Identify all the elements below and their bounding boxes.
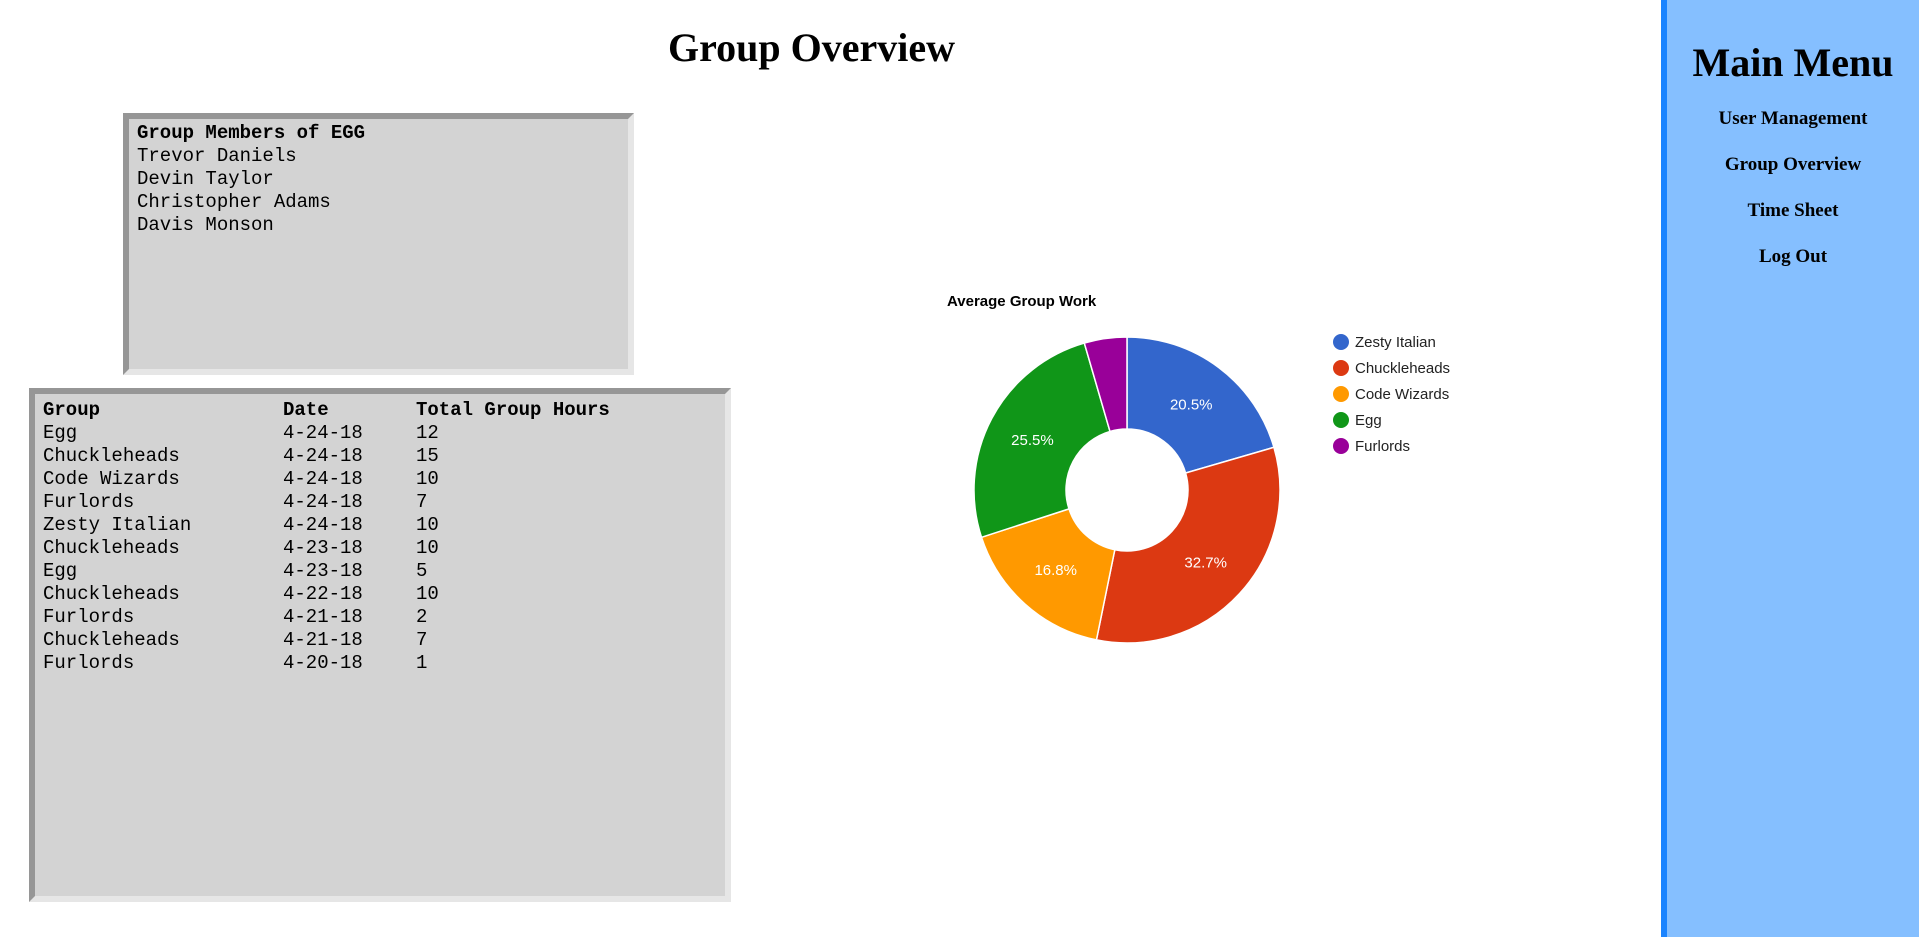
cell-group: Zesty Italian [43,514,192,536]
cell-group: Chuckleheads [43,445,180,467]
group-hours-table: Group Date Total Group Hours Egg 4-24-18 1… [43,399,610,675]
member-name: Davis Monson [137,214,274,236]
legend-label: Chuckleheads [1355,360,1450,377]
cell-hours: 12 [416,422,439,444]
cell-group: Egg [43,560,78,582]
legend-label: Egg [1355,412,1382,429]
pie-slice-code-wizards [980,507,1116,641]
cell-date: 4-24-18 [283,422,363,444]
table-row: Furlords 4-20-18 1 [43,652,610,675]
table-row: Chuckleheads 4-21-18 7 [43,629,610,652]
table-header-row: Group Date Total Group Hours [43,399,610,422]
menu-item-user-management[interactable]: User Management [1718,108,1868,129]
cell-group: Chuckleheads [43,629,180,651]
legend-label: Zesty Italian [1355,334,1436,351]
pie-slice-egg [973,342,1111,539]
slice-label: 20.5% [1170,396,1213,413]
cell-date: 4-24-18 [283,491,363,513]
table-row: Furlords 4-24-18 7 [43,491,610,514]
table-row: Chuckleheads 4-24-18 15 [43,445,610,468]
cell-date: 4-24-18 [283,468,363,490]
group-members-heading: Group Members of EGG [137,122,366,144]
cell-hours: 2 [416,606,428,628]
slice-label: 32.7% [1184,555,1227,572]
table-row: Code Wizards 4-24-18 10 [43,468,610,491]
cell-date: 4-20-18 [283,652,363,674]
cell-hours: 10 [416,537,439,559]
legend-swatch [1333,334,1349,350]
cell-group: Code Wizards [43,468,180,490]
cell-date: 4-21-18 [283,629,363,651]
slice-label: 25.5% [1011,432,1054,449]
legend-swatch [1333,360,1349,376]
column-header-total-hours: Total Group Hours [416,399,610,421]
cell-date: 4-21-18 [283,606,363,628]
table-row: Zesty Italian 4-24-18 10 [43,514,610,537]
cell-hours: 5 [416,560,428,582]
table-row: Chuckleheads 4-22-18 10 [43,583,610,606]
slice-label: 16.8% [1034,562,1077,579]
column-header-date: Date [283,399,329,421]
main-menu: Main Menu User Management Group Overview… [1661,0,1919,937]
member-name: Christopher Adams [137,191,331,213]
pie-slice-furlords [1083,336,1128,433]
menu-item-time-sheet[interactable]: Time Sheet [1747,200,1839,221]
cell-date: 4-24-18 [283,514,363,536]
legend-swatch [1333,386,1349,402]
cell-hours: 15 [416,445,439,467]
pie-slice-chuckleheads [1095,446,1281,644]
cell-group: Furlords [43,491,135,513]
member-name: Devin Taylor [137,168,274,190]
cell-date: 4-23-18 [283,560,363,582]
legend-label: Code Wizards [1355,386,1449,403]
menu-item-log-out[interactable]: Log Out [1758,246,1828,267]
cell-date: 4-22-18 [283,583,363,605]
cell-date: 4-24-18 [283,445,363,467]
donut-chart-svg: Average Group Work 20.5%32.7%16.8%25.5% … [947,293,1450,644]
table-row: Chuckleheads 4-23-18 10 [43,537,610,560]
table-row: Egg 4-23-18 5 [43,560,610,583]
table-row: Furlords 4-21-18 2 [43,606,610,629]
member-name: Trevor Daniels [137,145,297,167]
cell-hours: 10 [416,514,439,536]
cell-date: 4-23-18 [283,537,363,559]
column-header-group: Group [43,399,101,421]
cell-group: Egg [43,422,78,444]
average-group-work-chart: Average Group Work 20.5% 32.7% 16.8% 25.5% … [930,280,1490,680]
table-row: Egg 4-24-18 12 [43,422,610,445]
cell-hours: 7 [416,491,428,513]
group-hours-panel: Group Date Total Group Hours Egg 4-24-18 1… [29,388,731,902]
cell-hours: 10 [416,468,439,490]
page-title: Group Overview [667,25,955,70]
cell-group: Chuckleheads [43,537,180,559]
cell-group: Furlords [43,652,135,674]
cell-hours: 7 [416,629,428,651]
legend-label: Furlords [1355,438,1410,455]
chart-title: Average Group Work [947,293,1097,310]
cell-hours: 1 [416,652,428,674]
legend-swatch [1333,438,1349,454]
pie-slice-zesty-italian [1126,336,1275,474]
menu-item-group-overview[interactable]: Group Overview [1724,154,1862,175]
legend-swatch [1333,412,1349,428]
cell-group: Chuckleheads [43,583,180,605]
cell-group: Furlords [43,606,135,628]
group-members-panel: Group Members of EGG Trevor Daniels Devi… [123,113,634,375]
main-menu-title: Main Menu [1692,40,1894,85]
cell-hours: 10 [416,583,439,605]
